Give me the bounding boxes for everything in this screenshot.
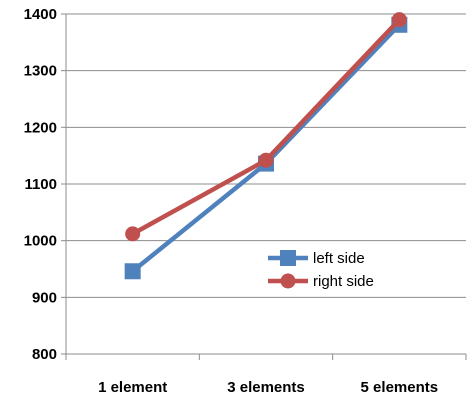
data-point xyxy=(391,12,407,28)
x-tick-label: 5 elements xyxy=(361,379,439,396)
y-tick-label: 1100 xyxy=(24,176,57,193)
y-tick-label: 1400 xyxy=(24,6,57,23)
series-line xyxy=(131,18,401,236)
x-axis-tick-labels: 1 element 3 elements 5 elements xyxy=(98,379,438,396)
y-tick-label: 800 xyxy=(32,346,57,363)
series-right-side xyxy=(125,12,407,242)
axes xyxy=(61,13,467,360)
y-tick-label: 900 xyxy=(32,289,57,306)
y-tick-label: 1300 xyxy=(24,63,57,80)
y-tick-label: 1000 xyxy=(24,233,57,250)
legend-marker xyxy=(280,273,296,289)
legend-marker xyxy=(280,250,296,266)
legend-label: left side xyxy=(313,250,365,267)
data-point xyxy=(124,263,141,280)
x-tick-label: 3 elements xyxy=(227,379,305,396)
x-tick-label: 1 element xyxy=(98,379,167,396)
legend: left side right side xyxy=(268,250,374,290)
legend-entry: left side xyxy=(268,250,365,267)
y-axis-tick-labels: 800 900 1000 1100 1200 1300 1400 xyxy=(24,6,57,363)
legend-label: right side xyxy=(313,273,374,290)
series-layer xyxy=(124,12,408,280)
legend-entry: right side xyxy=(268,273,374,290)
data-point xyxy=(125,226,141,242)
y-tick-label: 1200 xyxy=(24,119,57,136)
data-point xyxy=(258,152,274,168)
